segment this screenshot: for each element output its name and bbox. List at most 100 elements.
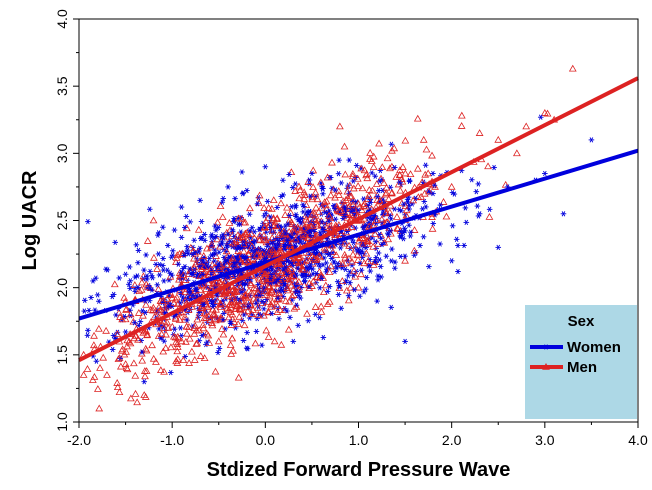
women-point [94,359,100,364]
men-point [229,335,235,341]
women-point [438,203,444,208]
x-tick-label: 3.0 [535,432,555,448]
women-point [199,219,205,224]
women-point [354,163,360,168]
women-point [378,275,384,280]
women-point [463,220,469,225]
women-point [589,137,595,142]
women-point [338,181,344,186]
men-point [355,183,361,189]
women-point [116,276,122,281]
men-point [145,238,151,244]
men-point [448,184,454,190]
men-point [385,236,391,242]
men-point [271,338,277,344]
women-point [392,260,398,265]
men-point [485,163,491,169]
men-point [411,227,417,233]
women-point [461,243,467,248]
men-point [216,338,222,344]
men-point [514,150,520,156]
women-point [392,207,398,212]
women-point [463,205,469,210]
men-point [186,324,192,330]
men-point [100,355,106,361]
women-point [247,212,253,217]
men-point [84,366,90,372]
y-tick-label: 2.0 [54,278,70,298]
women-point [364,275,370,280]
women-point [476,181,482,186]
women-point [320,191,326,196]
women-point [168,370,174,375]
women-point [378,264,384,269]
women-point [123,272,129,277]
men-point [142,373,148,379]
men-point [421,137,427,143]
women-point [160,256,166,261]
women-point [290,339,296,344]
women-point [184,214,190,219]
women-point [244,330,250,335]
men-point [415,166,421,172]
women-point [336,292,342,297]
women-point [96,299,102,304]
men-point [150,217,156,223]
women-point [309,171,315,176]
x-tick-label: 1.0 [349,432,369,448]
women-point [421,199,427,204]
women-point [449,258,455,263]
men-point [192,357,198,363]
women-point [110,347,116,352]
women-point [276,316,282,321]
men-point [149,342,155,348]
men-point [415,116,421,122]
men-point [282,212,288,218]
women-point [85,328,91,333]
men-point [112,281,118,287]
men-point [96,405,102,411]
men-point [346,297,352,303]
women-point [384,254,390,259]
women-point [157,273,163,278]
women-point [147,207,153,212]
men-point [212,368,218,374]
women-point [147,269,153,274]
women-point [172,228,178,233]
women-point [179,235,185,240]
men-point [220,214,226,220]
women-point [357,294,363,299]
women-point [136,248,142,253]
women-point [321,335,327,340]
women-point [113,313,119,318]
men-point [402,138,408,144]
women-point [402,339,408,344]
women-point [336,171,342,176]
women-point [421,234,427,239]
women-point [81,309,87,314]
x-tick-label: 4.0 [628,432,648,448]
men-point [355,284,361,290]
legend-label-women: Women [567,339,621,356]
women-point [375,277,381,282]
women-point [160,263,166,268]
men-point [235,375,241,381]
women-point [86,308,92,313]
men-point [134,399,140,405]
y-tick-label: 3.0 [54,143,70,163]
men-point [132,373,138,379]
men-point [422,172,428,178]
women-point [338,306,344,311]
y-tick-label: 4.0 [54,9,70,29]
y-tick-label: 3.5 [54,76,70,96]
men-point [91,333,97,339]
men-point [265,334,271,340]
women-point [450,223,456,228]
men-point [312,189,318,195]
men-point [342,171,348,177]
men-point [122,361,128,367]
women-point [197,198,203,203]
y-tick-label: 1.5 [54,345,70,365]
women-point [455,243,461,248]
